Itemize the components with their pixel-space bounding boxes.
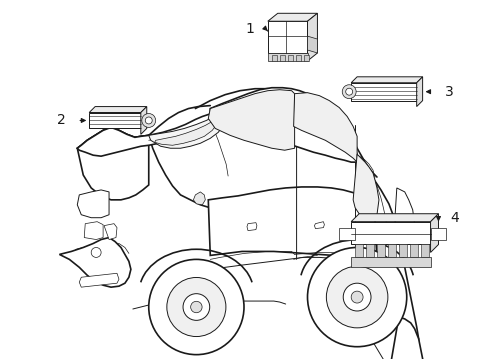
Circle shape xyxy=(342,85,355,99)
Polygon shape xyxy=(295,55,300,61)
Polygon shape xyxy=(354,244,362,257)
Polygon shape xyxy=(104,224,117,239)
Text: 1: 1 xyxy=(244,22,253,36)
Polygon shape xyxy=(210,88,356,162)
Polygon shape xyxy=(267,21,307,53)
Polygon shape xyxy=(366,244,373,257)
Polygon shape xyxy=(89,107,146,113)
Circle shape xyxy=(145,117,152,124)
Circle shape xyxy=(166,278,225,337)
Polygon shape xyxy=(350,222,429,244)
Polygon shape xyxy=(429,214,438,252)
Polygon shape xyxy=(352,154,378,220)
Text: 3: 3 xyxy=(444,85,452,99)
Polygon shape xyxy=(398,244,406,257)
Polygon shape xyxy=(420,244,427,257)
Polygon shape xyxy=(154,117,218,145)
Polygon shape xyxy=(148,111,225,148)
Polygon shape xyxy=(79,273,119,287)
Polygon shape xyxy=(267,53,307,61)
Polygon shape xyxy=(279,55,284,61)
Polygon shape xyxy=(246,223,256,231)
Polygon shape xyxy=(350,77,422,83)
Polygon shape xyxy=(77,190,109,218)
Text: 4: 4 xyxy=(449,211,458,225)
Circle shape xyxy=(183,294,209,320)
Polygon shape xyxy=(307,36,317,53)
Polygon shape xyxy=(77,127,148,200)
Polygon shape xyxy=(339,228,354,239)
Polygon shape xyxy=(350,257,429,267)
Polygon shape xyxy=(307,13,317,61)
Polygon shape xyxy=(193,192,205,205)
Circle shape xyxy=(307,247,406,347)
Circle shape xyxy=(343,283,370,311)
Polygon shape xyxy=(394,188,414,238)
Polygon shape xyxy=(350,83,416,100)
Polygon shape xyxy=(77,113,212,156)
Circle shape xyxy=(148,260,244,355)
Polygon shape xyxy=(208,187,398,269)
Circle shape xyxy=(142,113,155,127)
Polygon shape xyxy=(303,55,308,61)
Polygon shape xyxy=(314,222,324,229)
Polygon shape xyxy=(293,93,356,162)
Polygon shape xyxy=(350,214,438,222)
Polygon shape xyxy=(287,55,292,61)
Polygon shape xyxy=(429,228,446,239)
Polygon shape xyxy=(416,77,422,107)
Polygon shape xyxy=(372,178,418,349)
Polygon shape xyxy=(267,13,317,21)
Polygon shape xyxy=(387,244,395,257)
Polygon shape xyxy=(409,244,417,257)
Polygon shape xyxy=(388,317,427,360)
Text: 2: 2 xyxy=(57,113,65,127)
Circle shape xyxy=(345,88,352,95)
Circle shape xyxy=(91,247,101,257)
Circle shape xyxy=(350,291,362,303)
Polygon shape xyxy=(141,107,146,134)
Polygon shape xyxy=(60,238,131,287)
Polygon shape xyxy=(84,222,103,239)
Polygon shape xyxy=(244,95,317,126)
Polygon shape xyxy=(89,113,141,129)
Circle shape xyxy=(190,301,202,313)
Polygon shape xyxy=(271,55,276,61)
Polygon shape xyxy=(376,244,384,257)
Polygon shape xyxy=(208,90,294,150)
Circle shape xyxy=(325,266,387,328)
